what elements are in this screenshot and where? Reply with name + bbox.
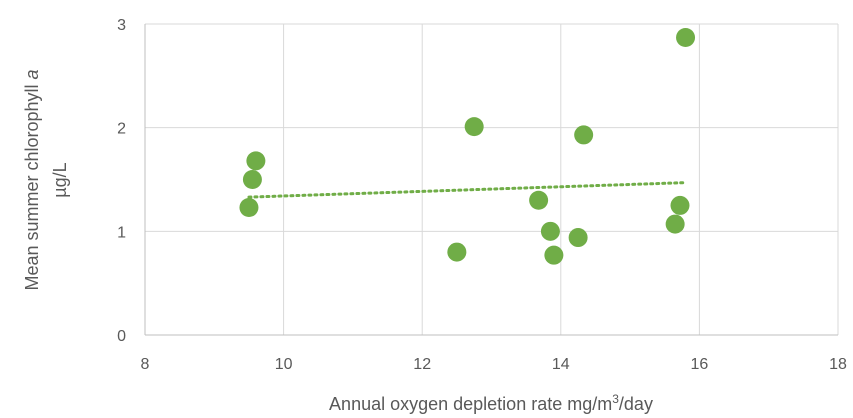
data-point: [574, 125, 594, 145]
data-point: [239, 197, 259, 217]
y-tick-label: 2: [117, 121, 126, 138]
x-axis-label: Annual oxygen depletion rate mg/m3/day: [329, 392, 653, 414]
trendline-group: [247, 181, 688, 199]
gridlines: [145, 23, 839, 335]
y-tick-label: 3: [117, 17, 126, 34]
x-tick-label: 10: [275, 356, 293, 373]
data-point: [242, 170, 262, 189]
data-point: [464, 117, 484, 137]
x-tick-label: 16: [691, 356, 709, 373]
data-point: [529, 190, 549, 210]
data-point: [676, 27, 696, 47]
data-points: [239, 27, 696, 265]
y-tick-label: 0: [117, 328, 126, 345]
data-point: [447, 242, 467, 262]
data-point: [544, 245, 564, 265]
y-axis-label-line1: Mean summer chlorophyll a: [22, 69, 42, 290]
data-point: [670, 195, 690, 215]
y-axis-label-line2: µg/L: [50, 162, 70, 197]
trendline: [247, 181, 688, 199]
data-point: [246, 151, 266, 171]
axes: [144, 24, 838, 336]
x-tick-label: 12: [413, 356, 431, 373]
data-point: [665, 214, 685, 234]
data-point: [568, 228, 588, 248]
x-tick-label: 8: [141, 356, 150, 373]
x-tick-label: 18: [829, 356, 847, 373]
y-tick-labels: 0 1 2 3: [117, 17, 126, 345]
data-point: [540, 221, 560, 241]
x-tick-labels: 8 10 12 14 16 18: [141, 356, 847, 373]
y-tick-label: 1: [117, 224, 126, 241]
x-tick-label: 14: [552, 356, 570, 373]
